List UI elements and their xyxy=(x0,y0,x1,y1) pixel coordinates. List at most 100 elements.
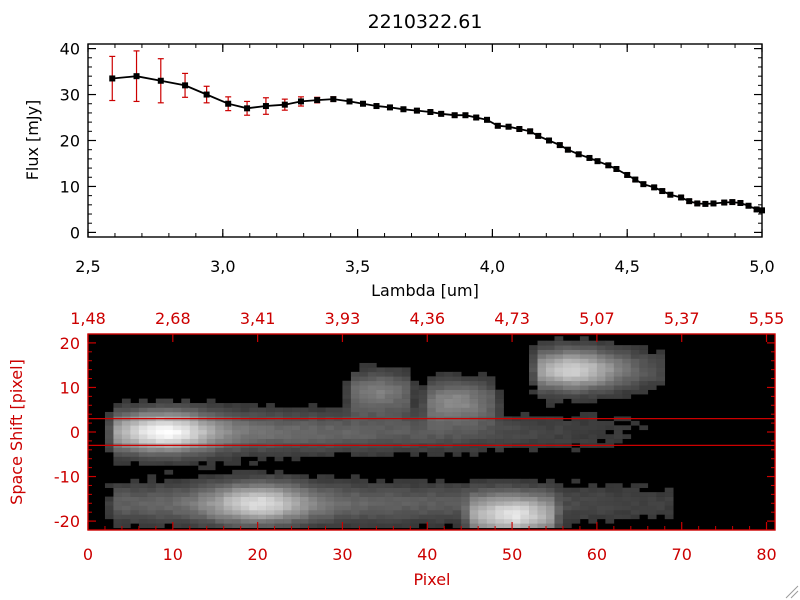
image-cell xyxy=(113,460,123,466)
image-cell xyxy=(410,452,420,457)
image-cell xyxy=(121,518,131,524)
image-cell xyxy=(444,407,453,413)
image-cell xyxy=(537,487,547,493)
image-cell xyxy=(571,376,581,382)
image-cell xyxy=(249,505,258,511)
data-point xyxy=(386,104,393,111)
image-cell xyxy=(410,523,420,529)
image-cell xyxy=(274,487,284,493)
image-cell xyxy=(639,362,649,368)
image-cell xyxy=(367,398,377,404)
image-cell xyxy=(418,501,428,506)
resize-grip-icon[interactable] xyxy=(785,585,799,599)
image-cell xyxy=(469,403,479,408)
image-cell xyxy=(240,403,250,408)
image-cell xyxy=(367,367,377,373)
image-cell xyxy=(486,496,496,502)
image-cell xyxy=(444,483,453,488)
image-cell xyxy=(172,434,182,439)
image-cell xyxy=(384,380,394,386)
image-cell xyxy=(198,438,208,444)
image-cell xyxy=(486,483,496,488)
image-cell xyxy=(639,483,649,488)
image-cell xyxy=(554,523,564,529)
image-cell xyxy=(223,523,233,529)
image-cell xyxy=(579,398,589,404)
image-cell xyxy=(486,420,496,426)
image-cell xyxy=(418,514,428,520)
image-cell xyxy=(613,434,623,439)
image-cell xyxy=(232,447,241,453)
image-cell xyxy=(376,371,386,377)
image-cell xyxy=(605,385,615,390)
image-cell xyxy=(613,380,623,386)
image-cell xyxy=(579,362,589,368)
image-cell xyxy=(520,523,530,529)
image-cell xyxy=(206,434,216,439)
image-cell xyxy=(393,483,403,488)
image-cell xyxy=(579,380,589,386)
image-cell xyxy=(393,492,403,497)
image-cell xyxy=(181,398,191,404)
image-cell xyxy=(104,434,114,439)
image-cell xyxy=(596,354,606,359)
image-cell xyxy=(469,478,479,484)
image-cell xyxy=(418,403,428,408)
image-cell xyxy=(291,411,301,417)
image-cell xyxy=(342,447,352,453)
image-cell xyxy=(469,398,479,404)
image-cell xyxy=(291,496,301,502)
image-cell xyxy=(367,425,377,431)
image-cell xyxy=(266,478,275,484)
image-cell xyxy=(512,425,521,431)
image-cell xyxy=(579,505,589,511)
x-tick-label: 3,0 xyxy=(210,257,235,276)
image-cell xyxy=(189,456,199,462)
image-cell xyxy=(486,518,496,524)
x-tick-label: 70 xyxy=(672,545,692,564)
image-cell xyxy=(630,420,640,426)
image-cell xyxy=(325,434,335,439)
image-cell xyxy=(596,340,606,346)
image-cell xyxy=(520,429,530,435)
image-cell xyxy=(418,509,428,515)
image-cell xyxy=(359,394,369,399)
image-cell xyxy=(121,425,131,431)
image-cell xyxy=(206,523,216,529)
data-point xyxy=(564,146,571,153)
image-cell xyxy=(469,420,479,426)
image-cell xyxy=(605,371,615,377)
image-cell xyxy=(546,487,555,493)
image-cell xyxy=(130,514,140,520)
image-cell xyxy=(605,358,615,364)
image-cell xyxy=(427,376,437,382)
image-cell xyxy=(172,407,182,413)
image-cell xyxy=(588,434,598,439)
image-cell xyxy=(240,501,250,506)
image-cell xyxy=(435,492,445,497)
image-cell xyxy=(130,501,140,506)
image-cell xyxy=(257,501,267,506)
image-cell xyxy=(546,438,555,444)
image-cell xyxy=(240,509,250,515)
image-cell xyxy=(113,505,123,511)
image-cell xyxy=(444,438,453,444)
image-cell xyxy=(588,505,598,511)
image-cell xyxy=(181,478,191,484)
image-cell xyxy=(215,509,224,515)
image-cell xyxy=(164,434,174,439)
image-cell xyxy=(189,438,199,444)
image-cell xyxy=(461,523,470,529)
image-cell xyxy=(342,505,352,511)
image-cell xyxy=(435,483,445,488)
image-cell xyxy=(452,483,462,488)
image-cell xyxy=(639,349,649,355)
image-cell xyxy=(546,478,555,484)
image-cell xyxy=(393,398,403,404)
image-cell xyxy=(410,487,420,493)
image-cell xyxy=(181,403,191,408)
image-cell xyxy=(444,447,453,453)
image-cell xyxy=(384,394,394,399)
image-cell xyxy=(181,429,191,435)
image-cell xyxy=(554,389,564,395)
